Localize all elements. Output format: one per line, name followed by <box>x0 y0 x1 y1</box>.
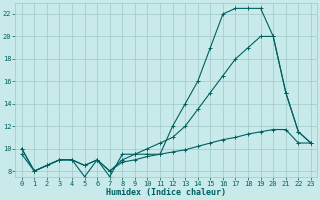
X-axis label: Humidex (Indice chaleur): Humidex (Indice chaleur) <box>106 188 226 197</box>
